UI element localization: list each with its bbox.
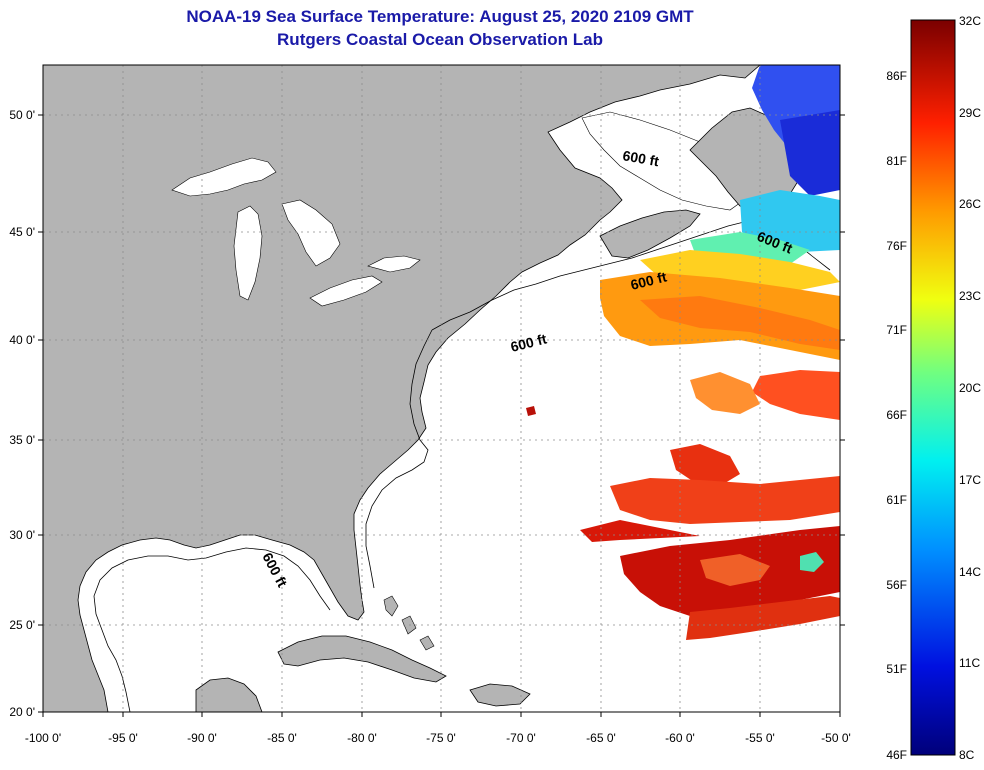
lon-label: -60 0' <box>665 731 695 745</box>
colorbar-fahrenheit-label: 51F <box>886 662 907 676</box>
colorbar-fahrenheit-label: 66F <box>886 408 907 422</box>
north-america-land <box>43 65 761 712</box>
colorbar-fahrenheit-label: 61F <box>886 493 907 507</box>
lon-label: -55 0' <box>745 731 775 745</box>
hispaniola-land <box>469 683 531 707</box>
lat-label: 20 0' <box>9 705 35 719</box>
gulf-of-st-lawrence <box>581 111 745 211</box>
lon-label: -50 0' <box>821 731 851 745</box>
lake-erie <box>309 275 383 307</box>
axis-ticks <box>38 114 845 717</box>
lake-huron <box>281 199 341 267</box>
lake-michigan <box>233 205 263 301</box>
map-subtitle: Rutgers Coastal Ocean Observation Lab <box>277 30 603 49</box>
lon-label: -100 0' <box>25 731 61 745</box>
isobath-600ft-gulf <box>93 547 331 712</box>
temperature-colorbar <box>910 19 956 756</box>
colorbar-fahrenheit-label: 86F <box>886 69 907 83</box>
map-title: NOAA-19 Sea Surface Temperature: August … <box>186 7 694 26</box>
lon-label: -90 0' <box>187 731 217 745</box>
colorbar-celsius-label: 20C <box>959 381 981 395</box>
yucatan-land <box>195 677 263 712</box>
colorbar-celsius-label: 23C <box>959 289 981 303</box>
lon-label: -85 0' <box>267 731 297 745</box>
lat-label: 45 0' <box>9 225 35 239</box>
bahamas-land <box>383 595 435 651</box>
colorbar-fahrenheit-label: 56F <box>886 578 907 592</box>
lake-ontario <box>367 255 421 273</box>
lat-label: 40 0' <box>9 333 35 347</box>
lon-label: -95 0' <box>108 731 138 745</box>
lake-superior <box>171 157 277 197</box>
colorbar-celsius-label: 26C <box>959 197 981 211</box>
nova-scotia-land <box>599 209 701 259</box>
colorbar-celsius-label: 32C <box>959 14 981 28</box>
colorbar-celsius-label: 17C <box>959 473 981 487</box>
lon-label: -75 0' <box>426 731 456 745</box>
colorbar-celsius-label: 29C <box>959 106 981 120</box>
lon-label: -80 0' <box>347 731 377 745</box>
graticule <box>43 65 840 712</box>
lon-label: -70 0' <box>506 731 536 745</box>
lat-label: 35 0' <box>9 433 35 447</box>
contour-label: 600 ft <box>621 147 660 169</box>
lat-label: 30 0' <box>9 528 35 542</box>
colorbar-celsius-label: 14C <box>959 565 981 579</box>
colorbar-celsius-label: 8C <box>959 748 975 762</box>
colorbar-fahrenheit-label: 71F <box>886 323 907 337</box>
sst-swath <box>526 65 840 640</box>
lat-label: 50 0' <box>9 108 35 122</box>
colorbar-celsius-label: 11C <box>959 656 980 670</box>
colorbar-fahrenheit-label: 76F <box>886 239 907 253</box>
colorbar-fahrenheit-label: 46F <box>886 748 907 762</box>
lat-label: 25 0' <box>9 618 35 632</box>
lon-label: -65 0' <box>586 731 616 745</box>
colorbar-fahrenheit-label: 81F <box>886 154 907 168</box>
